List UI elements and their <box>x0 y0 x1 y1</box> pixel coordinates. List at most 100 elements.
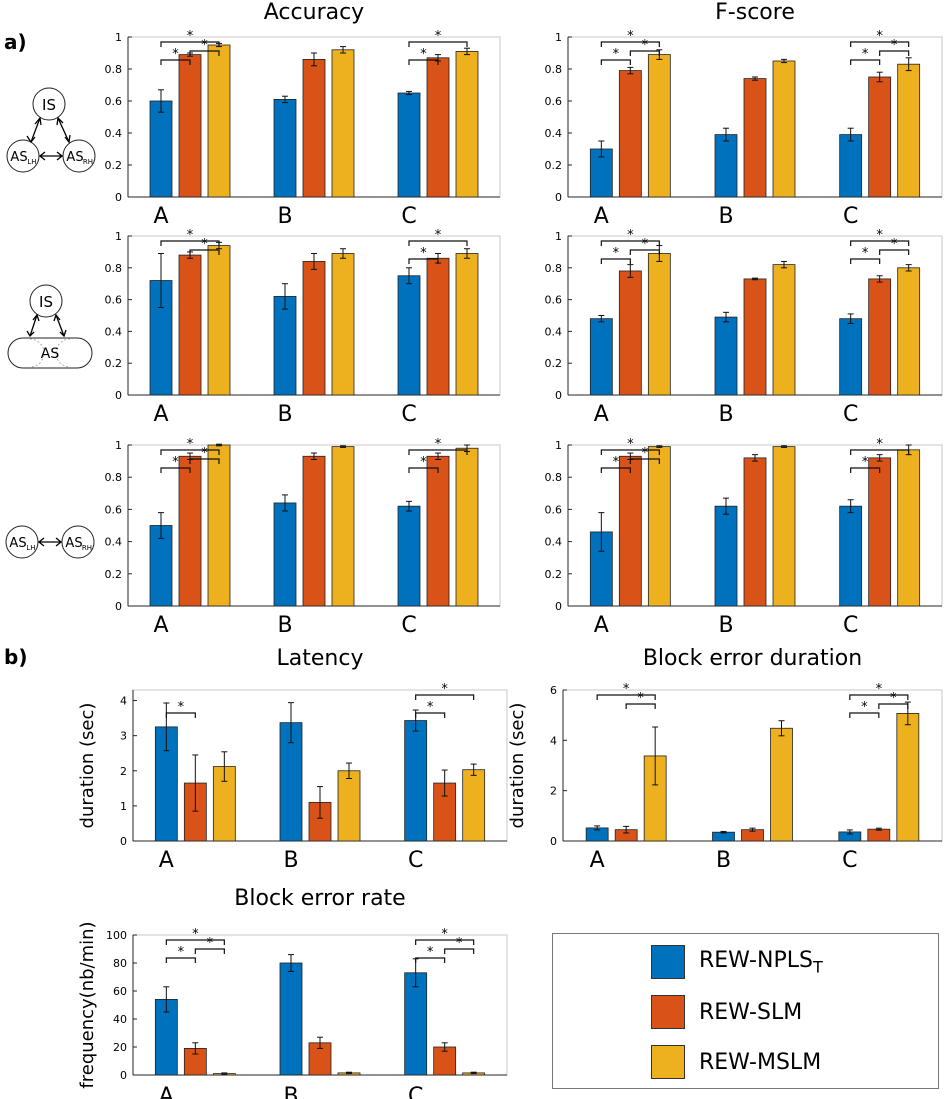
bar-acc2-npls-B <box>273 296 297 396</box>
y-tick-label-acc3-0: 0 <box>115 600 122 613</box>
error-bar-ber-npls-B <box>288 954 294 972</box>
bar-acc1-slm-A <box>178 54 202 198</box>
significance-star-acc3-1: * <box>201 446 208 461</box>
bar-acc3-slm-B <box>302 455 326 607</box>
y-tick-label-fs2-2: 0.4 <box>545 325 563 338</box>
node-as-rh-label: AS <box>66 150 83 165</box>
x-tick-label-fs3-A: A <box>594 613 609 638</box>
legend-swatch-slm <box>651 995 685 1029</box>
bar-acc2-npls-C <box>397 275 421 396</box>
error-bar-acc2-mslm-B <box>340 248 346 259</box>
significance-star-ber-4: * <box>456 936 463 951</box>
error-bar-fs3-npls-B <box>723 497 729 515</box>
chart-fs1: 0 0.2 0.4 0.6 0.8 1 F-score A B C * * * * * * <box>545 0 943 229</box>
significance-star-fs1-4: * <box>891 38 898 53</box>
significance-bracket-acc1-4 <box>408 41 468 47</box>
x-tick-label-fs3-C: C <box>843 613 858 638</box>
significance-bracket-acc1-2 <box>160 41 220 47</box>
x-tick-label-lat-B: B <box>283 848 298 873</box>
error-bar-acc2-npls-C <box>406 267 412 285</box>
significance-bracket-acc3-0 <box>160 467 191 473</box>
x-tick-label-acc3-B: B <box>277 613 292 638</box>
y-tick-label-acc2-3: 0.6 <box>105 294 123 307</box>
significance-star-ber-2: * <box>192 927 199 942</box>
significance-bracket-ber-2 <box>165 939 225 945</box>
significance-bracket-bed-4 <box>849 694 909 700</box>
charts-layer: 0 0.2 0.4 0.6 0.8 1 Accuracy A B C * * * * * 0 0.2 0.4 0.6… <box>77 0 943 1099</box>
x-tick-label-bed-B: B <box>716 848 731 873</box>
bar-acc2-slm-C <box>426 257 450 396</box>
significance-bracket-acc2-2 <box>408 258 439 264</box>
error-bar-ber-npls-A <box>163 986 170 1013</box>
significance-bracket-ber-4 <box>444 948 475 954</box>
node-as-rh-sub: RH <box>83 158 93 166</box>
y-axis-label-lat: duration (sec) <box>77 703 98 829</box>
error-bar-fs3-mslm-B <box>781 445 787 448</box>
significance-star-acc1-2: * <box>187 29 194 44</box>
bar-fs3-mslm-C <box>897 449 921 607</box>
error-bar-fs3-npls-C <box>847 499 854 514</box>
significance-star-ber-3: * <box>427 945 434 960</box>
error-bar-lat-mslm-B <box>346 762 352 779</box>
chart-bed: 0 2 4 6 Block error duration duration (sec) A B… <box>507 646 943 873</box>
significance-star-acc3-4: * <box>435 437 442 452</box>
error-bar-bed-npls-C <box>846 829 853 835</box>
significance-bracket-fs3-3 <box>850 467 881 473</box>
significance-star-acc2-3: * <box>435 228 442 243</box>
significance-bracket-fs1-1 <box>629 50 660 56</box>
y-tick-label-fs1-3: 0.6 <box>545 95 563 108</box>
y-tick-label-lat-2: 2 <box>120 765 127 778</box>
error-bar-fs1-npls-A <box>598 140 605 158</box>
significance-star-fs2-5: * <box>876 228 883 243</box>
x-tick-label-acc1-C: C <box>401 204 416 229</box>
node-as-lh-3-sub: LH <box>26 544 35 552</box>
bar-fs3-mslm-B <box>772 446 796 607</box>
y-tick-label-fs1-0: 0 <box>555 191 562 204</box>
chart-title-bed: Block error duration <box>643 646 862 671</box>
y-tick-label-acc1-0: 0 <box>115 191 122 204</box>
significance-star-acc1-1: * <box>201 38 208 53</box>
significance-star-lat-2: * <box>441 682 448 697</box>
significance-bracket-fs2-0 <box>600 258 631 264</box>
bar-fs3-npls-B <box>714 505 738 607</box>
y-tick-label-acc1-5: 1 <box>115 31 122 44</box>
bar-acc1-npls-B <box>273 99 297 198</box>
error-bar-fs1-npls-B <box>723 127 729 142</box>
y-tick-label-lat-4: 4 <box>120 695 127 708</box>
significance-star-lat-1: * <box>427 700 434 715</box>
x-tick-label-lat-A: A <box>159 848 174 873</box>
y-tick-label-fs3-4: 0.8 <box>545 471 563 484</box>
significance-star-fs1-3: * <box>862 47 869 62</box>
bar-bed-mslm-B <box>770 727 793 842</box>
legend-label-npls: REW-NPLST <box>699 947 823 977</box>
bar-acc3-npls-B <box>273 502 297 607</box>
y-tick-label-acc1-3: 0.6 <box>105 95 123 108</box>
significance-star-fs2-1: * <box>642 237 649 252</box>
error-bar-ber-mslm-B <box>346 1071 352 1075</box>
node-as-pill <box>7 337 93 369</box>
y-tick-label-ber-4: 80 <box>113 957 127 970</box>
bar-acc1-mslm-C <box>455 51 479 198</box>
node-is-2 <box>29 284 63 318</box>
bar-fs2-npls-A <box>589 318 613 396</box>
bar-acc3-npls-C <box>397 505 421 607</box>
error-bar-ber-mslm-C <box>470 1071 477 1075</box>
significance-star-acc2-0: * <box>201 237 208 252</box>
significance-star-acc1-4: * <box>435 29 442 44</box>
y-tick-label-bed-2: 4 <box>550 734 557 747</box>
error-bar-acc3-slm-C <box>435 452 441 460</box>
significance-bracket-acc2-0 <box>189 249 220 255</box>
diagram-is-as: IS AS <box>7 284 93 369</box>
y-tick-label-acc3-5: 1 <box>115 439 122 452</box>
y-tick-label-acc2-1: 0.2 <box>105 357 123 370</box>
y-tick-label-acc2-5: 1 <box>115 230 122 243</box>
bar-fs1-mslm-A <box>647 54 671 198</box>
bar-fs2-npls-B <box>714 316 738 396</box>
error-bar-lat-npls-A <box>163 702 170 752</box>
significance-bracket-ber-5 <box>415 939 475 945</box>
error-bar-fs1-slm-A <box>627 66 634 75</box>
y-tick-label-bed-3: 6 <box>550 684 557 697</box>
significance-star-bed-0: * <box>637 691 644 706</box>
significance-star-fs2-2: * <box>627 228 634 243</box>
significance-star-fs1-2: * <box>627 29 634 44</box>
